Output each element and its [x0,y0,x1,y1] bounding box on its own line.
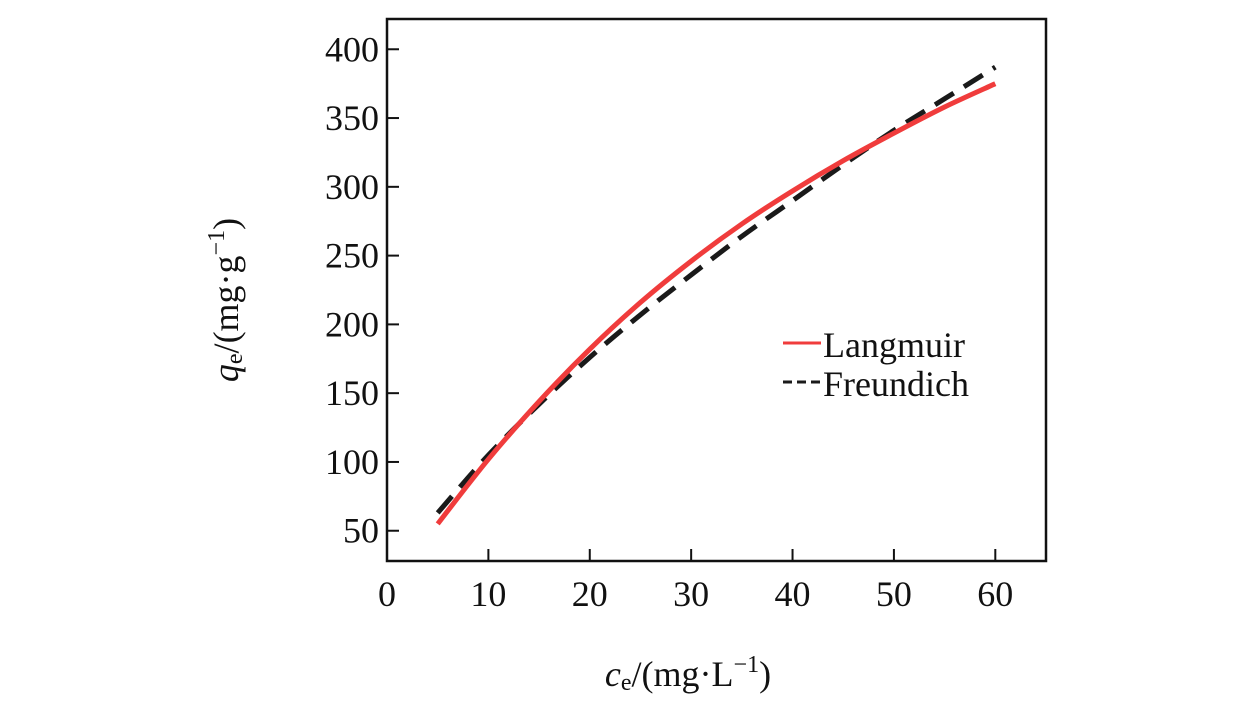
series-layer [435,64,997,526]
x-tick-label: 60 [977,574,1013,614]
x-tick-label: 10 [470,574,506,614]
y-tick-label: 50 [343,511,379,551]
x-axis: 0 10 20 30 40 50 60 [378,549,1013,614]
y-axis: 50 100 150 200 250 300 350 400 [325,29,399,551]
x-tick-label: 40 [775,574,811,614]
x-tick-label: 20 [572,574,608,614]
x-tick-label: 30 [673,574,709,614]
series-line-langmuir [435,81,997,526]
legend-label-freundich: Freundich [823,364,969,404]
y-tick-label: 300 [325,167,379,207]
y-tick-label: 100 [325,442,379,482]
legend-label-langmuir: Langmuir [823,325,965,365]
x-tick-label: 50 [876,574,912,614]
y-tick-label: 350 [325,98,379,138]
plot-frame [385,17,1048,563]
x-axis-title: ce/(mg·L−1) [605,652,771,696]
y-tick-label: 150 [325,373,379,413]
y-tick-label: 200 [325,304,379,344]
series-line-freundich [435,64,997,515]
y-tick-label: 400 [325,29,379,69]
y-axis-title: qe/(mg·g−1) [204,218,248,382]
x-tick-label: 0 [378,574,396,614]
y-tick-label: 250 [325,236,379,276]
